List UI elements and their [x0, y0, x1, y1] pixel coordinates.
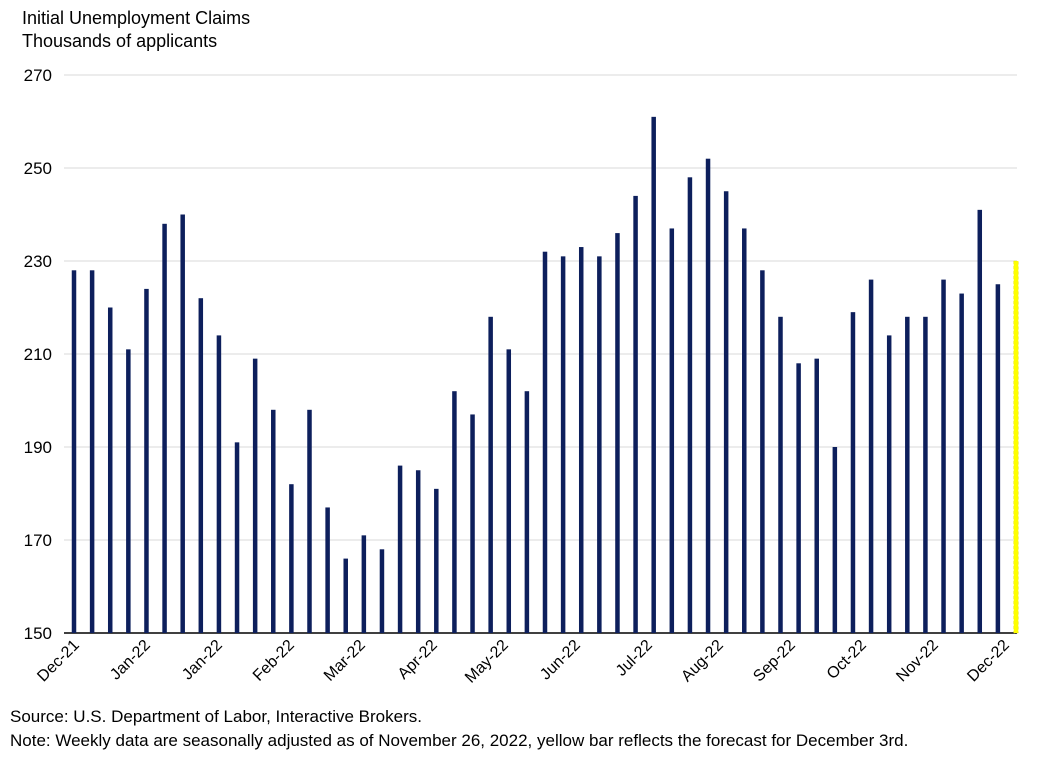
bar	[325, 507, 330, 633]
bar	[850, 312, 856, 633]
bar-chart: 150 170 190 210 230 250 270 Dec-21 Jan-22 Jan-22 F…	[24, 66, 1019, 687]
x-tick-label: Jun-22	[537, 637, 584, 684]
x-tick-label: Dec-21	[34, 637, 83, 686]
x-tick-label: Dec-22	[964, 637, 1013, 686]
bar	[923, 316, 928, 633]
bar	[252, 358, 258, 633]
bar	[343, 558, 348, 633]
bar	[361, 535, 367, 633]
bar	[289, 484, 294, 633]
y-tick-label: 210	[24, 345, 52, 364]
x-tick-label: May-22	[462, 637, 512, 687]
bar	[814, 358, 819, 633]
bar	[126, 349, 131, 633]
bar	[216, 335, 222, 633]
forecast-bar	[1013, 260, 1019, 634]
bar	[234, 442, 240, 633]
chart-title-block: Initial Unemployment Claims Thousands of…	[22, 7, 250, 53]
source-note: Source: U.S. Department of Labor, Intera…	[10, 707, 422, 726]
x-tick-label: Feb-22	[250, 637, 298, 685]
bar	[868, 279, 874, 633]
bar	[633, 195, 638, 633]
bar	[506, 349, 512, 633]
y-tick-label: 190	[24, 438, 52, 457]
bar	[705, 158, 711, 633]
y-tick-label: 250	[24, 159, 52, 178]
bar	[542, 251, 548, 633]
bar	[397, 465, 403, 633]
y-tick-label: 230	[24, 252, 52, 271]
bar	[651, 116, 656, 634]
bar	[488, 316, 493, 633]
bar	[832, 447, 838, 633]
bar	[742, 228, 747, 633]
bar	[452, 391, 457, 633]
bar	[796, 363, 801, 633]
bar	[760, 270, 765, 633]
bar	[107, 307, 113, 633]
bar	[470, 414, 475, 633]
x-tick-label: Sep-22	[750, 637, 799, 686]
bar	[905, 316, 910, 633]
bar	[379, 549, 385, 633]
bar	[959, 293, 964, 633]
chart-title: Initial Unemployment Claims	[22, 8, 251, 28]
bar	[144, 288, 149, 633]
bar	[723, 191, 729, 633]
bar	[415, 470, 421, 633]
x-tick-label: Oct-22	[824, 637, 870, 683]
bar	[271, 409, 276, 633]
bar	[307, 409, 312, 633]
bar	[198, 298, 204, 633]
bar	[941, 279, 946, 633]
bar	[162, 223, 167, 634]
chart-subtitle: Thousands of applicants	[22, 31, 218, 51]
bar	[578, 247, 584, 634]
bar	[886, 335, 892, 633]
bar	[89, 270, 95, 633]
bar	[778, 316, 783, 633]
bar	[71, 270, 77, 633]
y-tick-label: 170	[24, 531, 52, 550]
bar	[687, 177, 693, 634]
bar	[434, 488, 439, 633]
bar	[615, 233, 620, 633]
bar	[180, 214, 185, 633]
bar	[560, 256, 566, 633]
y-tick-label: 270	[24, 66, 52, 85]
x-tick-label: Nov-22	[893, 637, 942, 686]
bar	[977, 209, 983, 633]
x-tick-label: Mar-22	[321, 637, 369, 685]
y-tick-label: 150	[24, 624, 52, 643]
x-tick-label: Jan-22	[107, 637, 154, 684]
bar	[524, 391, 530, 633]
x-tick-label: Jul-22	[613, 637, 656, 680]
bar	[995, 284, 1001, 633]
footnote: Note: Weekly data are seasonally adjuste…	[10, 731, 909, 750]
bar	[669, 228, 675, 633]
x-tick-label: Aug-22	[678, 637, 727, 686]
bar	[597, 256, 602, 633]
x-tick-label: Jan-22	[179, 637, 226, 684]
x-tick-label: Apr-22	[395, 637, 441, 683]
